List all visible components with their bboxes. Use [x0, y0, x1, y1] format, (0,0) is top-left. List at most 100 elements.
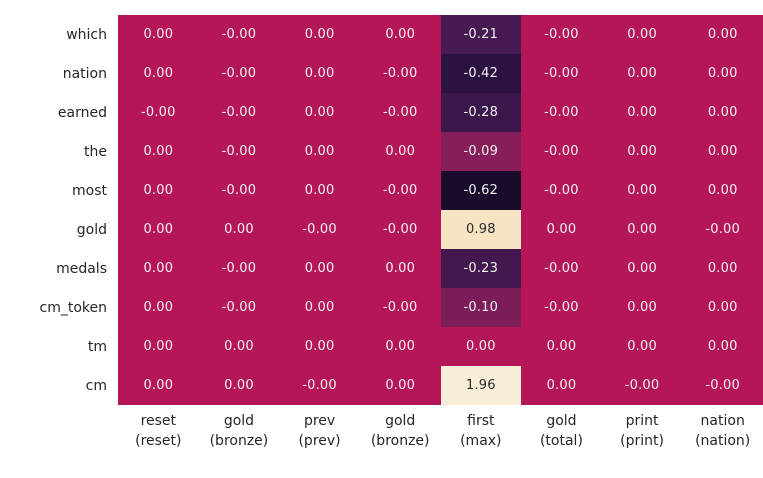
- heatmap-cell: 0.00: [682, 54, 763, 93]
- col-label: gold (total): [521, 412, 602, 451]
- heatmap-cell: -0.00: [198, 54, 280, 93]
- col-label: gold (bronze): [199, 412, 280, 451]
- heatmap-cell: -0.00: [359, 210, 441, 249]
- col-label: reset (reset): [118, 412, 199, 451]
- heatmap-cell: 0.00: [601, 93, 683, 132]
- row-label: gold: [76, 221, 107, 238]
- heatmap-cell: 0.00: [601, 15, 683, 54]
- heatmap-cell: 0.00: [359, 249, 441, 288]
- col-label-line1: gold: [546, 413, 577, 429]
- heatmap-cell: 0.00: [279, 15, 360, 54]
- heatmap-cell: 0.00: [359, 366, 441, 405]
- col-label-line2: (total): [539, 432, 583, 449]
- heatmap-cell: -0.00: [359, 171, 441, 210]
- row-label: which: [66, 26, 107, 43]
- heatmap-cell: 0.00: [279, 132, 360, 171]
- heatmap-cell: -0.00: [521, 54, 602, 93]
- heatmap-cell: 0.00: [440, 327, 522, 366]
- heatmap-cell: -0.00: [359, 54, 441, 93]
- heatmap-cell: 0.00: [682, 15, 763, 54]
- heatmap-cell: -0.00: [198, 15, 280, 54]
- heatmap-cell: 0.00: [601, 54, 683, 93]
- heatmap-cell: 0.00: [521, 327, 602, 366]
- heatmap-cell: 0.00: [198, 366, 280, 405]
- heatmap-cell: 0.98: [440, 210, 522, 249]
- row-label: earned: [57, 104, 107, 121]
- heatmap-cell: 0.00: [521, 366, 602, 405]
- row-label: cm: [85, 377, 107, 394]
- heatmap-cell: 0.00: [118, 54, 199, 93]
- row-label: the: [84, 143, 107, 160]
- col-label-line1: print: [625, 413, 659, 429]
- heatmap-cell: -0.00: [198, 288, 280, 327]
- row-label: nation: [62, 65, 107, 82]
- heatmap-cell: -0.23: [440, 249, 522, 288]
- heatmap-cell: -0.00: [279, 366, 360, 405]
- heatmap-cell: 0.00: [682, 93, 763, 132]
- heatmap-cell: -0.00: [521, 15, 602, 54]
- heatmap-cell: -0.09: [440, 132, 522, 171]
- col-label-line2: (reset): [135, 432, 182, 449]
- col-label: gold (bronze): [360, 412, 441, 451]
- heatmap-cell: -0.00: [118, 93, 199, 132]
- heatmap-cell: 0.00: [279, 288, 360, 327]
- col-label-line2: (max): [460, 432, 502, 449]
- row-label: most: [72, 182, 107, 199]
- heatmap-cell: 0.00: [682, 171, 763, 210]
- heatmap-cell: 0.00: [118, 15, 199, 54]
- col-label-line1: prev: [303, 413, 336, 429]
- heatmap-cell: -0.00: [521, 132, 602, 171]
- heatmap-cell: 0.00: [279, 54, 360, 93]
- heatmap-cell: 0.00: [198, 327, 280, 366]
- heatmap-cell: 0.00: [682, 132, 763, 171]
- row-label: cm_token: [39, 299, 107, 316]
- heatmap-cell: -0.00: [359, 93, 441, 132]
- heatmap-cell: 0.00: [601, 132, 683, 171]
- heatmap-cell: -0.00: [601, 366, 683, 405]
- heatmap-cell: 0.00: [601, 288, 683, 327]
- heatmap-cell: 0.00: [601, 171, 683, 210]
- heatmap-cell: 0.00: [279, 327, 360, 366]
- heatmap-cell: 0.00: [118, 249, 199, 288]
- heatmap-cell: -0.00: [198, 132, 280, 171]
- heatmap-cell: 0.00: [118, 288, 199, 327]
- heatmap-cell: -0.00: [359, 288, 441, 327]
- heatmap-cell: -0.00: [682, 366, 763, 405]
- col-label: prev (prev): [279, 412, 360, 451]
- col-label-line1: reset: [140, 413, 177, 429]
- heatmap-cell: 0.00: [359, 15, 441, 54]
- heatmap-cell: 0.00: [118, 132, 199, 171]
- row-label: medals: [56, 260, 107, 277]
- heatmap-cell: 0.00: [682, 327, 763, 366]
- col-label-line1: first: [467, 413, 495, 429]
- heatmap-cell: -0.62: [440, 171, 522, 210]
- col-label-spacer: [0, 412, 118, 451]
- heatmap-cell: -0.10: [440, 288, 522, 327]
- heatmap-cell: 0.00: [359, 132, 441, 171]
- heatmap-cell: 0.00: [279, 171, 360, 210]
- col-label-line2: (nation): [695, 432, 751, 449]
- col-label-line1: gold: [385, 413, 416, 429]
- col-label: nation (nation): [682, 412, 763, 451]
- heatmap-cell: -0.00: [521, 249, 602, 288]
- heatmap-cell: 0.00: [118, 171, 199, 210]
- heatmap-cell: 0.00: [601, 327, 683, 366]
- col-label-line2: (prev): [298, 432, 341, 449]
- heatmap-cell: -0.42: [440, 54, 522, 93]
- col-label-line1: nation: [700, 413, 745, 429]
- heatmap-cell: -0.00: [521, 93, 602, 132]
- col-label: first (max): [441, 412, 522, 451]
- heatmap-cell: 0.00: [359, 327, 441, 366]
- heatmap-cell: -0.00: [682, 210, 763, 249]
- heatmap-cell: 0.00: [279, 93, 360, 132]
- heatmap-cell: 0.00: [601, 249, 683, 288]
- col-label: print (print): [602, 412, 683, 451]
- heatmap-cell: 0.00: [521, 210, 602, 249]
- col-label-line2: (bronze): [370, 432, 430, 449]
- heatmap-cell: 1.96: [440, 366, 522, 405]
- heatmap-cell: 0.00: [601, 210, 683, 249]
- col-label-line2: (print): [620, 432, 664, 449]
- heatmap-cell: -0.00: [521, 288, 602, 327]
- heatmap-cell: 0.00: [118, 327, 199, 366]
- col-label-line1: gold: [223, 413, 255, 429]
